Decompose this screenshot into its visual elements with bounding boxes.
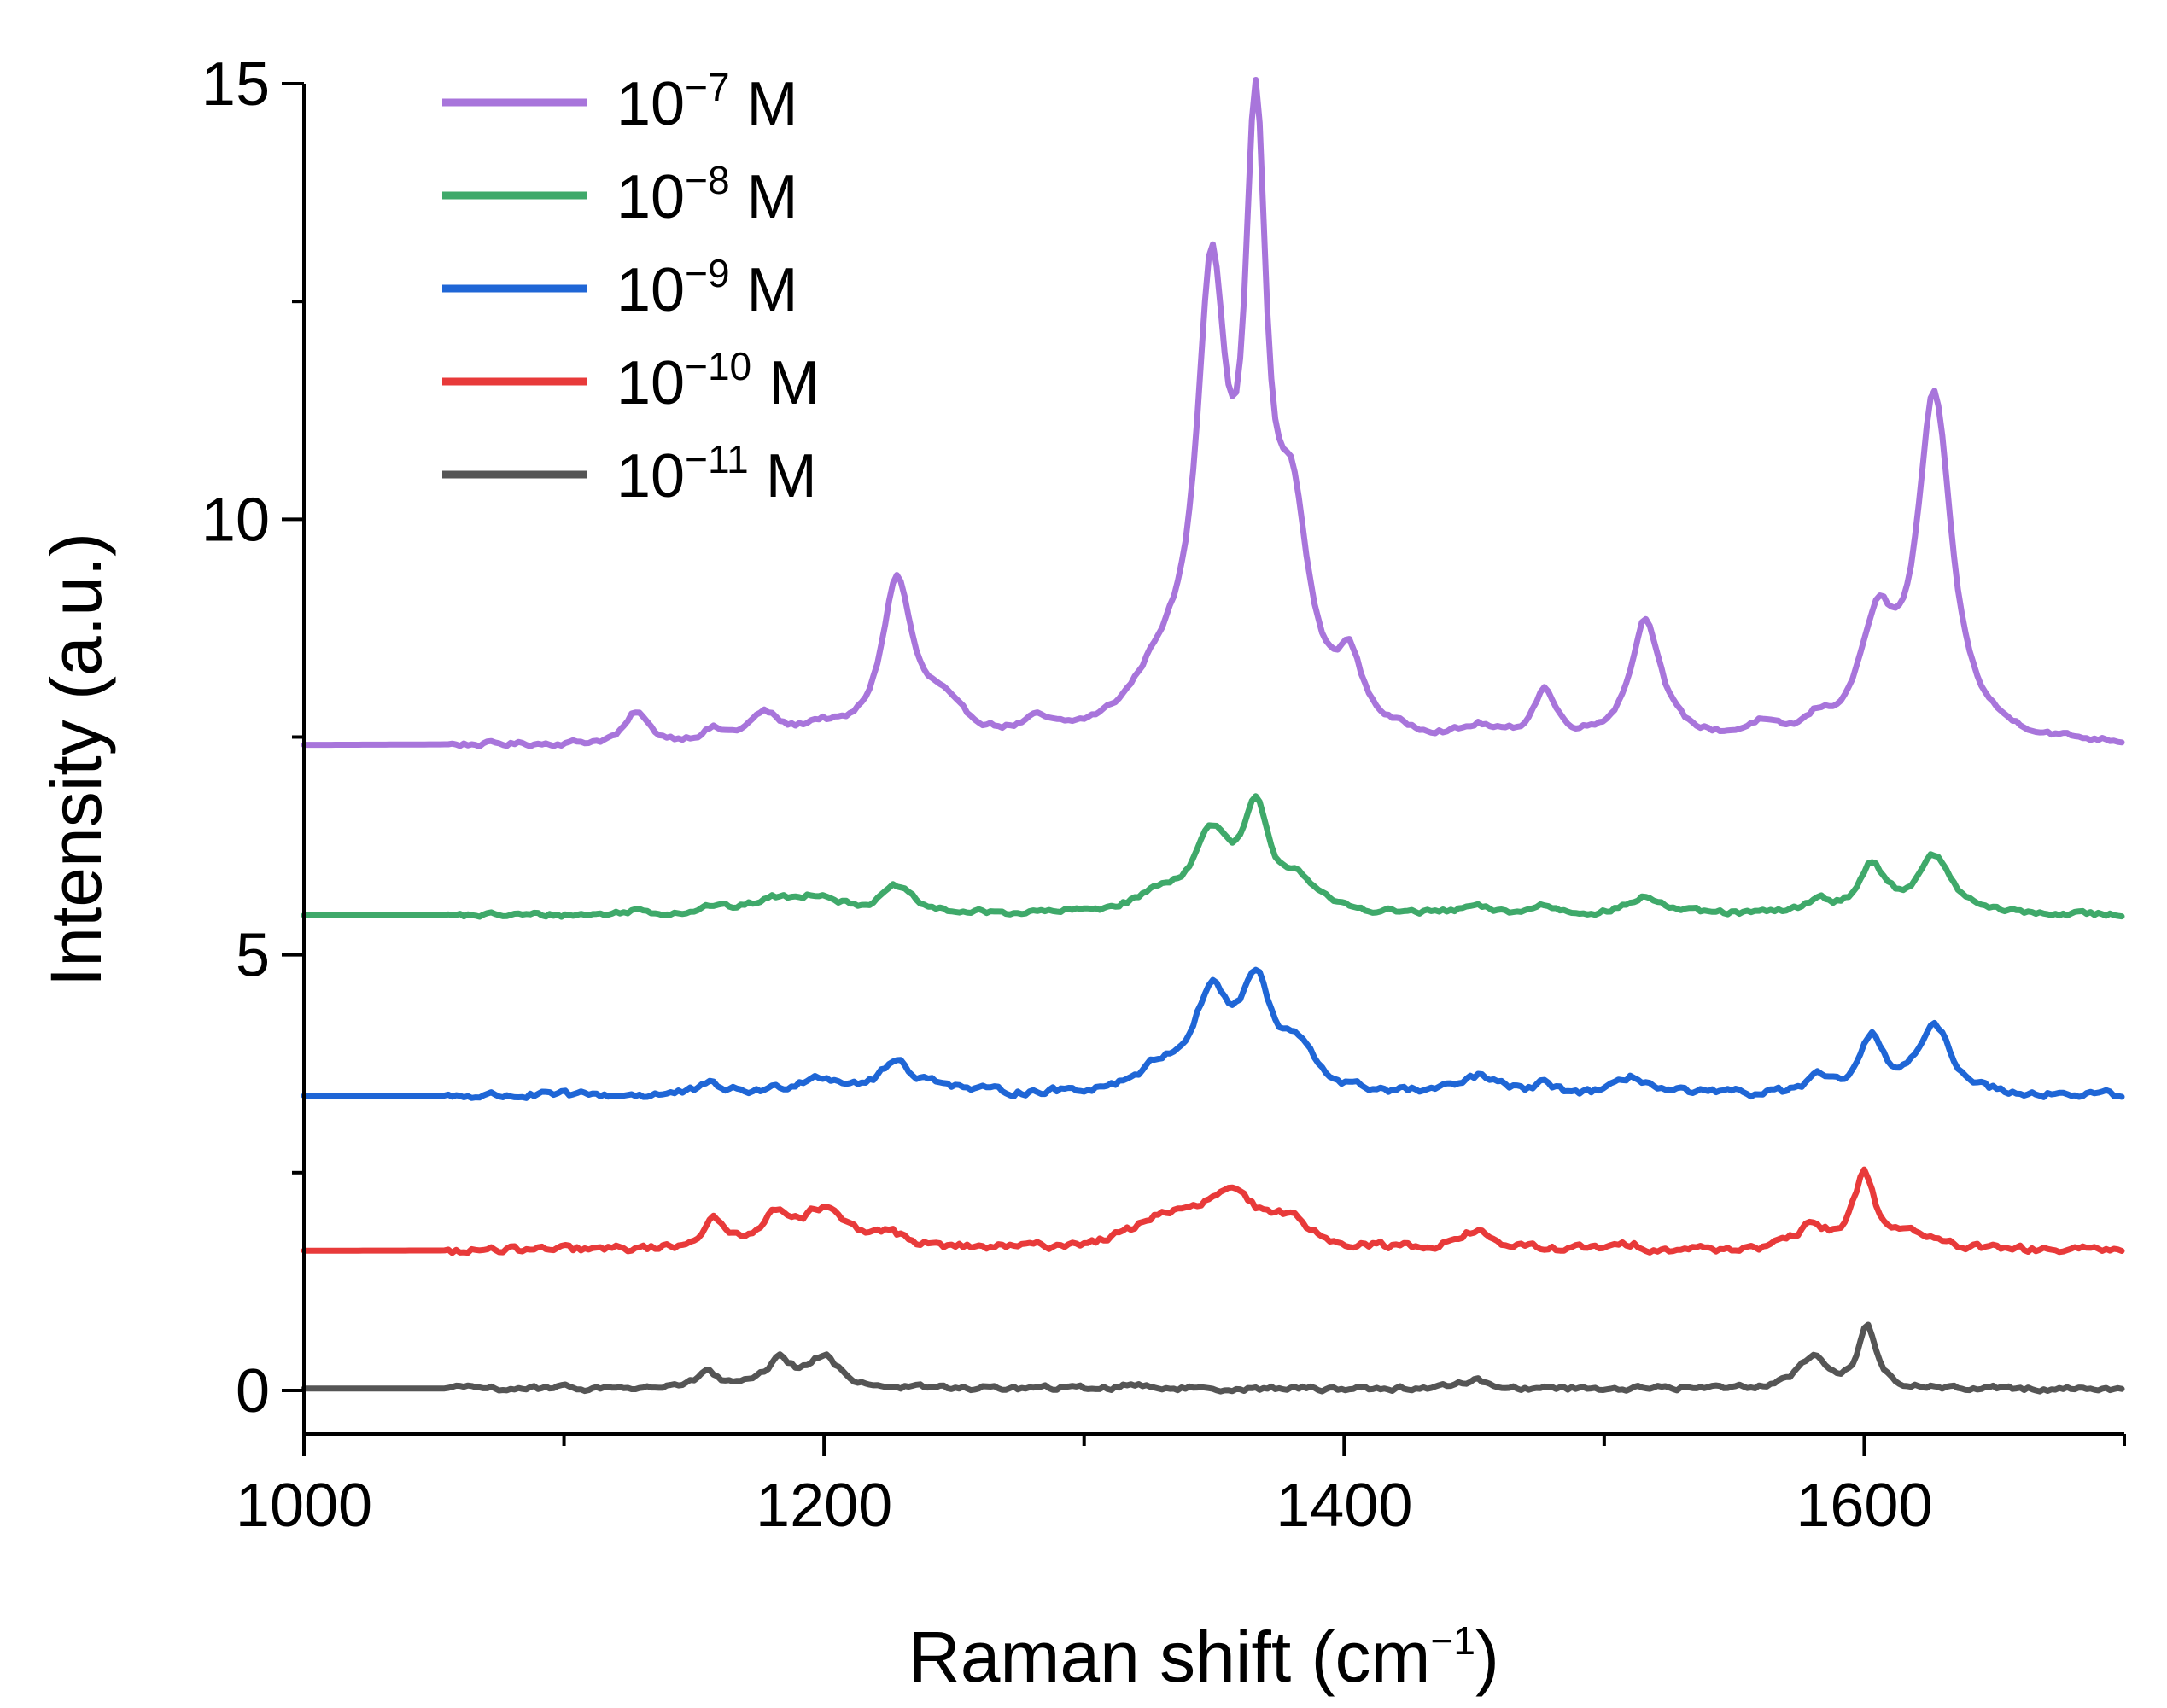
x-tick-label: 1200: [756, 1472, 892, 1540]
series-line-2: [301, 793, 2125, 920]
series-line-1: [301, 77, 2125, 749]
x-tick-label: 1000: [236, 1472, 372, 1540]
axes-layer: 0 5 10 15 1000 1200 1400 1600: [202, 50, 2126, 1540]
y-tick-label: 10: [202, 486, 270, 554]
y-tick-label: 5: [236, 922, 270, 990]
y-axis-title: Intensity (a.u.): [36, 533, 116, 987]
legend-label-5: 10−11 M: [616, 437, 817, 510]
legend-label-2: 10−8 M: [616, 158, 798, 231]
x-axis-title-main: Raman shift (cm: [908, 1617, 1430, 1697]
x-axis-title-sup: −1: [1431, 1618, 1475, 1663]
legend: 10−7 M 10−8 M 10−9 M 10−10 M 10−11 M: [442, 65, 820, 510]
y-tick-label: 15: [202, 50, 270, 119]
x-tick-label: 1600: [1796, 1472, 1932, 1540]
series-line-5: [301, 1321, 2125, 1395]
legend-label-1: 10−7 M: [616, 65, 798, 138]
legend-label-3: 10−9 M: [616, 251, 798, 324]
series-layer: [301, 77, 2125, 1395]
legend-label-4: 10−10 M: [616, 344, 820, 417]
y-tick-label: 0: [236, 1357, 270, 1425]
x-tick-label: 1400: [1276, 1472, 1412, 1540]
x-axis-title-suffix: ): [1475, 1617, 1499, 1697]
series-line-3: [301, 966, 2125, 1101]
x-axis-title: Raman shift (cm−1): [908, 1617, 1499, 1697]
series-line-4: [301, 1166, 2125, 1256]
